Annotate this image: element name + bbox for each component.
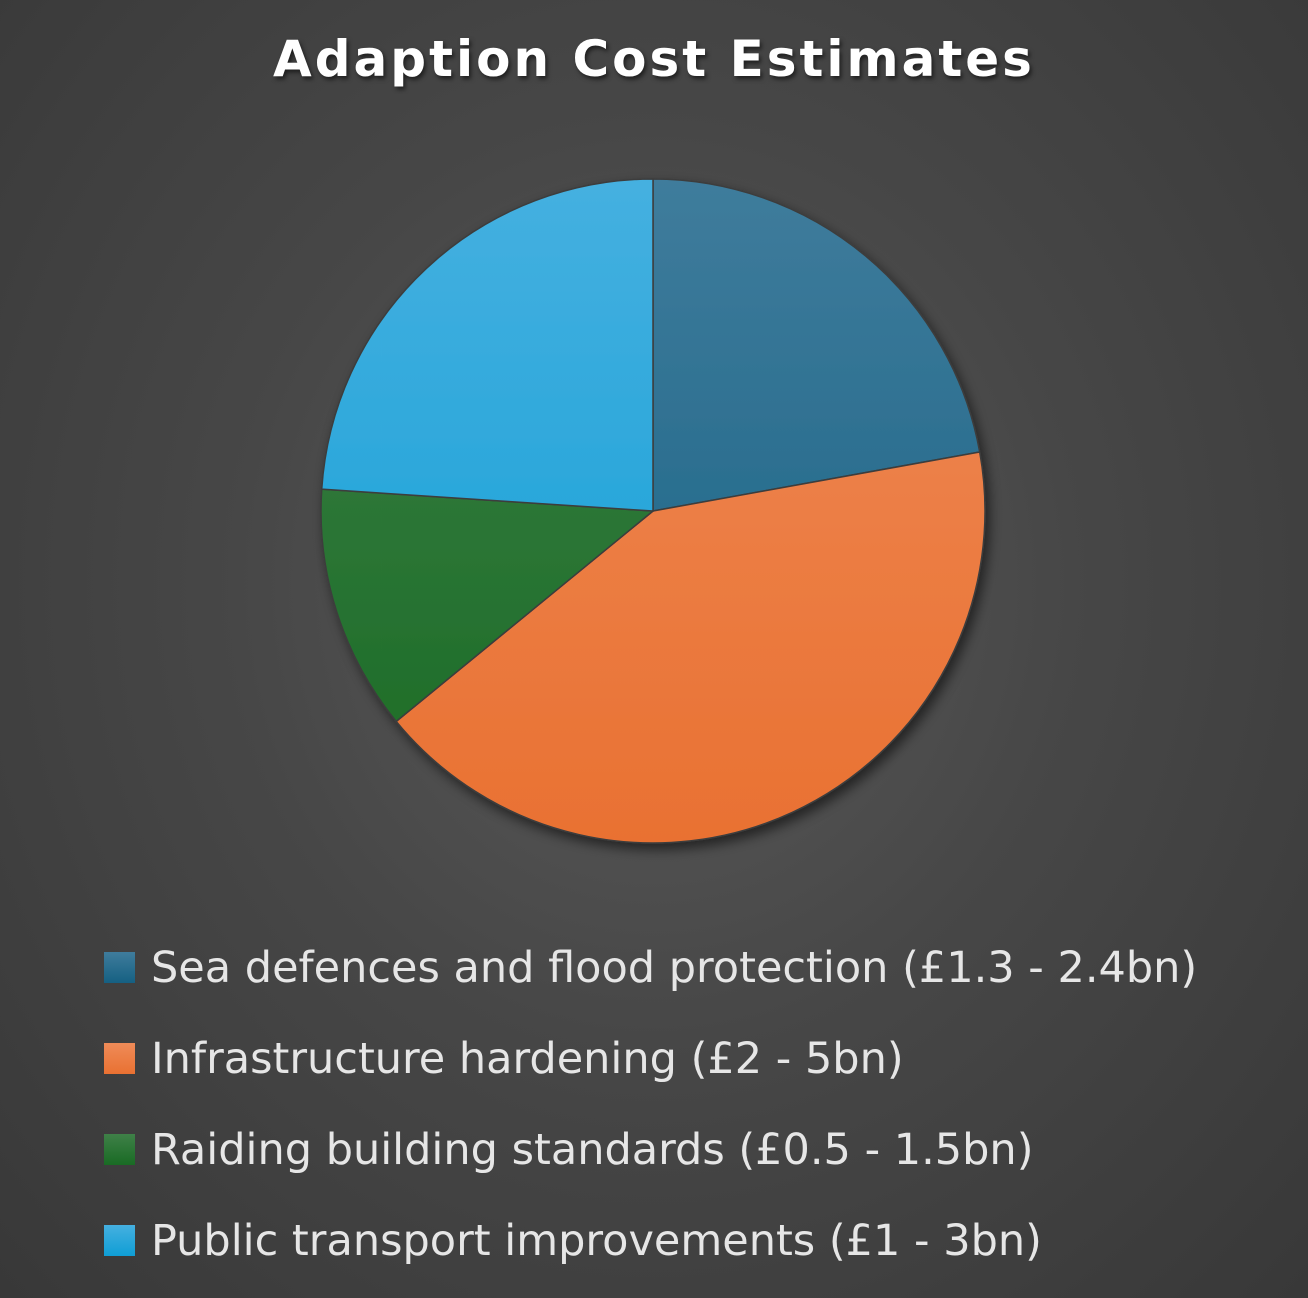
chart-title: Adaption Cost Estimates [273, 30, 1035, 88]
legend-item-2: Infrastructure hardening (£2 - 5bn) [104, 1013, 1284, 1104]
legend-item-4: Public transport improvements (£1 - 3bn) [104, 1195, 1284, 1286]
legend-label-3: Raiding building standards (£0.5 - 1.5bn… [151, 1124, 1034, 1175]
pie-slice-2 [395, 451, 986, 844]
legend: Sea defences and flood protection (£1.3 … [104, 922, 1284, 1286]
legend-label-2: Infrastructure hardening (£2 - 5bn) [151, 1033, 904, 1084]
legend-item-1: Sea defences and flood protection (£1.3 … [104, 922, 1284, 1013]
pie-slice-1 [652, 178, 981, 512]
legend-label-4: Public transport improvements (£1 - 3bn) [151, 1215, 1042, 1266]
legend-swatch-2 [104, 1043, 135, 1074]
legend-item-3: Raiding building standards (£0.5 - 1.5bn… [104, 1104, 1284, 1195]
pie-slice-4 [320, 178, 654, 512]
legend-swatch-4 [104, 1225, 135, 1256]
pie-slice-3 [320, 488, 655, 723]
legend-swatch-3 [104, 1134, 135, 1165]
legend-swatch-1 [104, 952, 135, 983]
legend-label-1: Sea defences and flood protection (£1.3 … [151, 942, 1198, 993]
